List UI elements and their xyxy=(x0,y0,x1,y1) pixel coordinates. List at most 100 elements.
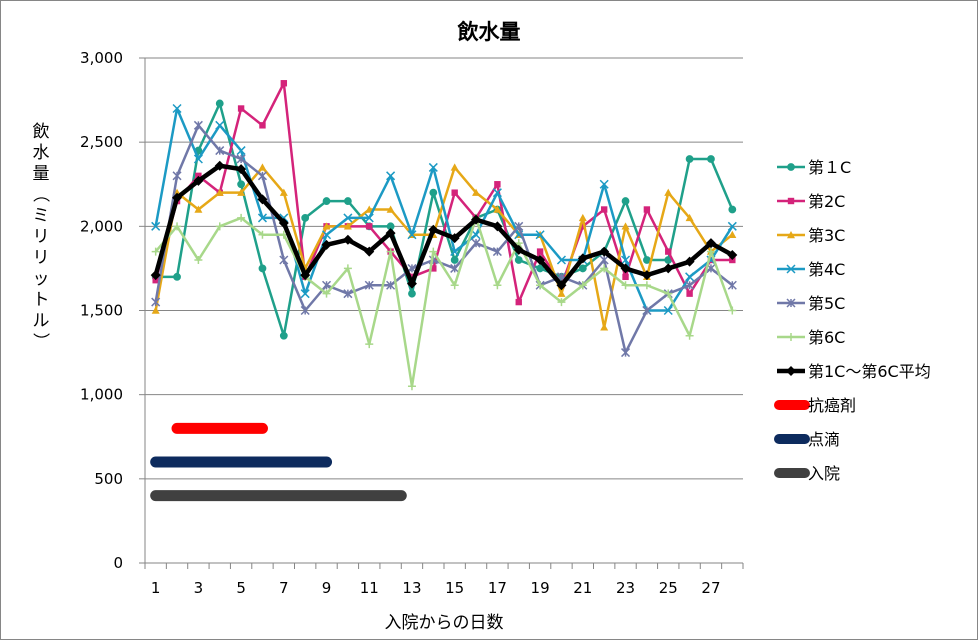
legend-label: 第6C xyxy=(808,328,845,347)
series-第6C xyxy=(151,213,737,391)
y-axis-title-char: ミ xyxy=(33,206,50,226)
data-point xyxy=(686,290,693,297)
x-tick-label: 9 xyxy=(322,579,332,597)
data-point xyxy=(599,246,610,257)
data-point xyxy=(578,264,587,273)
data-point xyxy=(600,206,608,213)
legend-label: 第2C xyxy=(808,192,845,211)
data-point xyxy=(707,155,715,163)
data-point xyxy=(193,154,203,164)
legend-marker xyxy=(786,366,796,376)
data-point xyxy=(258,163,267,171)
y-tick-label: 2,000 xyxy=(80,217,123,235)
data-point xyxy=(236,164,247,175)
data-point xyxy=(449,233,460,244)
data-point xyxy=(450,256,459,264)
legend-item: 抗癌剤 xyxy=(774,396,856,415)
data-point xyxy=(577,253,588,264)
x-tick-label: 23 xyxy=(616,579,635,597)
data-point xyxy=(322,280,332,290)
data-point xyxy=(237,213,246,222)
data-point xyxy=(237,180,246,189)
data-point xyxy=(151,221,161,231)
data-point xyxy=(258,264,267,273)
data-point xyxy=(386,280,396,290)
data-point xyxy=(366,223,373,230)
data-point xyxy=(364,246,375,257)
data-point xyxy=(684,256,695,267)
data-point xyxy=(386,205,395,213)
series-line xyxy=(154,216,734,388)
data-point xyxy=(279,331,288,340)
data-point xyxy=(215,188,224,196)
x-tick-label: 19 xyxy=(531,579,550,597)
data-point xyxy=(429,188,438,197)
data-point xyxy=(621,281,630,290)
legend-label: 入院 xyxy=(808,464,840,483)
x-tick-label: 3 xyxy=(194,579,204,597)
legend-marker xyxy=(786,298,796,308)
data-point xyxy=(599,179,609,189)
y-axis-title-char: ） xyxy=(30,333,50,350)
data-point xyxy=(685,155,694,163)
data-point xyxy=(214,160,225,171)
data-point xyxy=(664,289,673,298)
data-point xyxy=(322,197,331,205)
data-point xyxy=(535,255,546,265)
legend-item: 入院 xyxy=(774,464,840,483)
data-point xyxy=(237,105,245,112)
data-point xyxy=(492,247,502,257)
legend-item: 点滴 xyxy=(774,430,840,449)
legend-marker xyxy=(787,333,795,341)
data-point xyxy=(257,171,267,181)
series-line xyxy=(154,166,734,329)
data-point xyxy=(300,305,310,316)
data-point xyxy=(279,188,288,196)
data-point xyxy=(665,248,672,255)
data-point xyxy=(429,247,438,256)
series-layer xyxy=(150,80,738,391)
data-point xyxy=(408,289,416,298)
y-tick-label: 500 xyxy=(94,470,123,488)
x-tick-label: 5 xyxy=(236,579,246,597)
data-point xyxy=(578,281,587,290)
x-tick-label: 15 xyxy=(445,579,464,597)
data-point xyxy=(536,281,545,290)
data-point xyxy=(150,270,161,281)
data-point xyxy=(450,281,459,290)
data-point xyxy=(729,256,736,264)
y-axis-title-char: リ xyxy=(33,227,50,247)
data-point xyxy=(450,263,460,273)
data-point xyxy=(728,205,737,214)
legend-item: 第3C xyxy=(777,226,845,245)
legend-label: 第5C xyxy=(808,294,845,313)
data-point xyxy=(151,297,161,307)
data-point xyxy=(236,154,246,164)
x-axis-title: 入院からの日数 xyxy=(385,613,504,633)
data-point xyxy=(257,213,267,223)
data-point xyxy=(322,289,331,298)
legend-marker xyxy=(787,231,795,239)
data-point xyxy=(706,247,715,256)
x-tick-label: 17 xyxy=(488,579,507,597)
data-point xyxy=(471,214,482,225)
data-point xyxy=(257,194,268,205)
data-point xyxy=(578,213,587,222)
y-axis-title-char: リ xyxy=(33,248,50,268)
data-point xyxy=(492,221,503,232)
x-tick-label: 21 xyxy=(573,579,592,597)
data-point xyxy=(215,146,225,156)
data-point xyxy=(620,263,631,274)
legend-label: 第１C xyxy=(808,158,851,177)
legend-item: 第4C xyxy=(777,260,845,279)
data-point xyxy=(364,213,374,223)
grid-layer xyxy=(145,57,743,480)
data-point xyxy=(322,222,331,230)
data-point xyxy=(600,323,609,331)
data-point xyxy=(472,188,481,196)
data-point xyxy=(343,222,352,230)
legend-label: 第4C xyxy=(808,260,845,279)
data-point xyxy=(386,247,395,256)
legend-item: 第5C xyxy=(777,294,845,313)
